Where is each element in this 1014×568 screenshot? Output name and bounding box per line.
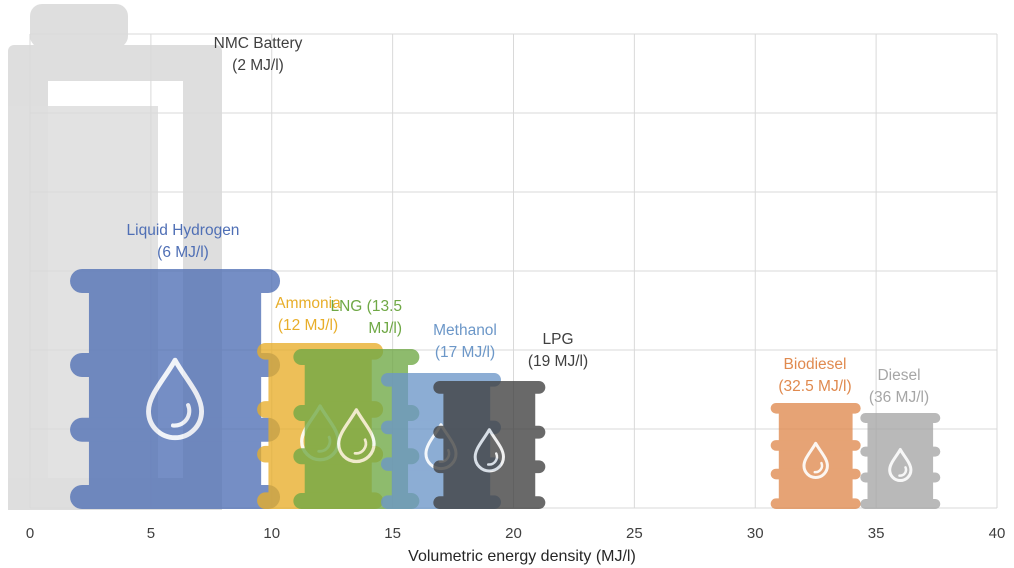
series-label-line: (6 MJ/l) (157, 244, 209, 261)
series-label-line: Diesel (877, 367, 920, 384)
series-label: Liquid Hydrogen (6 MJ/l) (127, 222, 240, 261)
series-label-line: Methanol (433, 322, 497, 339)
series-label-line: Ammonia (275, 295, 341, 312)
series-label: Diesel (36 MJ/l) (869, 367, 929, 406)
x-tick-label: 0 (26, 525, 34, 542)
liquid-hydrogen-barrel-icon (70, 269, 281, 509)
series-label: NMC Battery (2 MJ/l) (214, 35, 303, 74)
series-label: LNG (13.5 MJ/l) (330, 298, 402, 337)
x-tick-label: 25 (626, 525, 643, 542)
series-label-line: (12 MJ/l) (278, 317, 338, 334)
x-tick-label: 10 (263, 525, 280, 542)
series-label-line: NMC Battery (214, 35, 303, 52)
series-label-line: (17 MJ/l) (435, 344, 495, 361)
fuel-icons (8, 4, 941, 510)
biodiesel-barrel-icon (770, 403, 861, 509)
series-label-line: LPG (542, 331, 573, 348)
series-label-line: (36 MJ/l) (869, 389, 929, 406)
series-label: LPG (19 MJ/l) (528, 331, 588, 370)
lng-barrel-icon (293, 349, 420, 509)
x-tick-label: 20 (505, 525, 522, 542)
x-tick-label: 30 (747, 525, 764, 542)
series-label-line: (2 MJ/l) (232, 57, 284, 74)
series-label-line: LNG (13.5 (330, 298, 402, 315)
series-label-line: (19 MJ/l) (528, 353, 588, 370)
x-tick-label: 35 (868, 525, 885, 542)
series-label: Methanol (17 MJ/l) (433, 322, 497, 361)
fuel-labels: NMC Battery (2 MJ/l) Liquid Hydrogen (6 MJ/… (127, 35, 930, 406)
x-axis-ticks: 0 5 10 15 20 25 30 35 40 (26, 525, 1006, 542)
lpg-barrel-icon (433, 381, 546, 509)
series-label-line: Biodiesel (784, 356, 847, 373)
x-axis-label: Volumetric energy density (MJ/l) (408, 548, 636, 565)
series-label: Biodiesel (32.5 MJ/l) (778, 356, 851, 395)
series-label-line: (32.5 MJ/l) (778, 378, 851, 395)
series-label-line: Liquid Hydrogen (127, 222, 240, 239)
x-tick-label: 15 (384, 525, 401, 542)
series-label-line: MJ/l) (368, 320, 402, 337)
x-tick-label: 5 (147, 525, 155, 542)
x-tick-label: 40 (989, 525, 1006, 542)
diesel-barrel-icon (860, 413, 941, 509)
series-label: Ammonia (12 MJ/l) (275, 295, 341, 334)
